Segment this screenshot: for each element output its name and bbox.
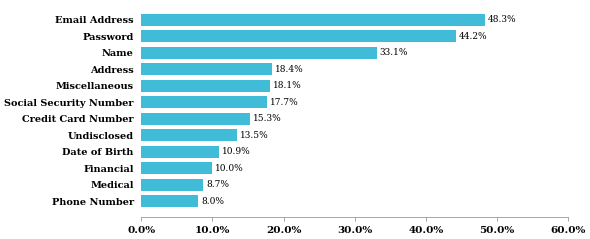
Bar [142, 179, 203, 191]
Text: 8.0%: 8.0% [201, 197, 224, 206]
Text: 13.5%: 13.5% [240, 131, 269, 140]
Bar [142, 129, 237, 141]
Text: 18.4%: 18.4% [275, 65, 304, 74]
Text: 10.0%: 10.0% [215, 164, 244, 173]
Bar [142, 113, 250, 125]
Text: 33.1%: 33.1% [379, 48, 408, 57]
Bar [142, 47, 377, 59]
Bar [142, 30, 455, 42]
Bar [142, 96, 267, 108]
Text: 15.3%: 15.3% [253, 114, 282, 123]
Bar [142, 80, 270, 92]
Bar [142, 14, 485, 26]
Text: 44.2%: 44.2% [458, 32, 487, 41]
Text: 8.7%: 8.7% [206, 180, 229, 189]
Bar [142, 195, 198, 207]
Bar [142, 146, 219, 158]
Text: 17.7%: 17.7% [270, 98, 299, 107]
Text: 48.3%: 48.3% [488, 15, 516, 24]
Bar [142, 63, 272, 75]
Text: 18.1%: 18.1% [273, 81, 301, 90]
Text: 10.9%: 10.9% [222, 147, 250, 156]
Bar [142, 162, 212, 174]
